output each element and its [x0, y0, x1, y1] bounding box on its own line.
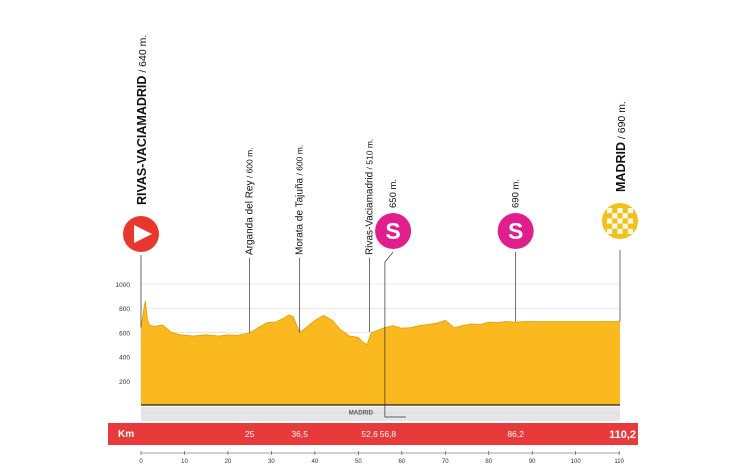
x-tick-label: 110 — [614, 459, 624, 465]
waypoint-name: 690 m. — [511, 179, 522, 208]
distance-marker: 52,6 — [361, 429, 378, 439]
checkered-flag-icon — [607, 208, 633, 234]
waypoint-5: S 690 m. — [497, 179, 534, 322]
x-tick-label: 30 — [268, 459, 275, 465]
distance-marker: 36,5 — [291, 429, 308, 439]
y-tick-label: 400 — [119, 355, 130, 362]
waypoint-3: Rivas-Vaciamadrid / 510 m. — [365, 139, 376, 333]
sprint-circle — [375, 213, 412, 249]
y-tick-label: 1000 — [116, 282, 131, 289]
x-tick-label: 60 — [398, 459, 405, 465]
road-band — [141, 407, 620, 421]
x-tick-label: 100 — [571, 459, 582, 465]
waypoint-altitude: / 640 m. — [137, 35, 149, 76]
km-bar — [108, 423, 638, 445]
waypoint-1: Arganda del Rey / 600 m. — [245, 147, 256, 334]
elevation-line — [140, 300, 620, 346]
waypoint-altitude: / 690 m. — [616, 101, 628, 142]
waypoint-4: S 650 m. — [375, 179, 412, 418]
total-distance: 110,2 — [609, 429, 636, 441]
distance-marker: 56,8 — [380, 429, 397, 439]
x-tick-label: 20 — [225, 459, 232, 465]
start-arrow-icon — [134, 225, 152, 243]
waypoint-altitude: / 600 m. — [295, 145, 305, 178]
x-tick-label: 0 — [139, 459, 143, 465]
x-tick-label: 40 — [312, 459, 319, 465]
waypoint-0: RIVAS-VACIAMADRID / 640 m. — [123, 35, 159, 328]
sprint-s-icon: S — [508, 218, 523, 244]
y-tick-label: 800 — [119, 306, 130, 313]
waypoint-name: Morata de Tajuña / 600 m. — [295, 145, 306, 255]
waypoint-name: Arganda del Rey / 600 m. — [245, 147, 256, 255]
y-tick-label: 600 — [119, 330, 130, 337]
distance-marker: 25 — [245, 429, 255, 439]
waypoint-line — [384, 251, 406, 418]
waypoint-name: MADRID / 690 m. — [614, 101, 628, 192]
waypoint-name: RIVAS-VACIAMADRID / 640 m. — [135, 35, 149, 205]
x-tick-label: 90 — [529, 459, 536, 465]
km-bar-label: Km — [118, 429, 134, 440]
waypoint-altitude: / 600 m. — [245, 147, 255, 180]
waypoint-altitude: / 510 m. — [365, 139, 375, 172]
circuit-label: MADRID — [349, 411, 374, 417]
x-tick-label: 80 — [485, 459, 492, 465]
waypoint-6: MADRID / 690 m. — [602, 101, 638, 322]
x-tick-label: 10 — [181, 459, 188, 465]
x-tick-label: 50 — [355, 459, 362, 465]
y-tick-label: 200 — [119, 379, 130, 386]
distance-marker: 86,2 — [507, 429, 524, 439]
sprint-s-icon: S — [385, 218, 400, 244]
x-tick-label: 70 — [442, 459, 449, 465]
elevation-area — [141, 300, 620, 405]
sprint-circle — [497, 213, 534, 249]
waypoint-2: Morata de Tajuña / 600 m. — [295, 145, 306, 333]
waypoint-name: 650 m. — [388, 179, 399, 208]
waypoint-name: Rivas-Vaciamadrid / 510 m. — [365, 139, 376, 255]
